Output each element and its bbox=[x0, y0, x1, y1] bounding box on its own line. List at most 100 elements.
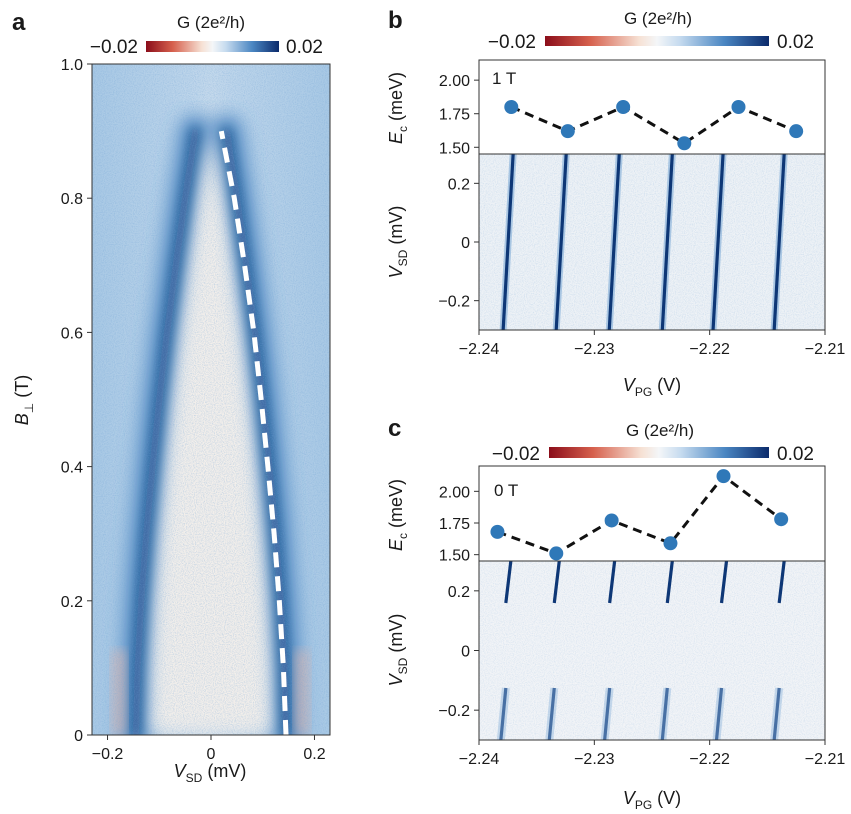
panel-c-data-point bbox=[663, 536, 678, 551]
panel-c-data-point bbox=[549, 546, 564, 561]
panel-c-data-point bbox=[490, 524, 505, 539]
panel-b-resonance-lines bbox=[499, 154, 788, 330]
panel-c-resonance-halo bbox=[600, 687, 614, 740]
panel-b-field-label: 1 T bbox=[492, 69, 516, 88]
panel-c-data-point bbox=[604, 513, 619, 528]
panel-a-colorbar-gradient bbox=[146, 41, 279, 52]
panel-c-xlabel: VPG (V) bbox=[623, 788, 681, 812]
panel-a-xlabel: VSD (mV) bbox=[174, 761, 247, 785]
panel-c-top-y-tick-label: 2.00 bbox=[439, 484, 470, 501]
panel-b-x-tick-label: −2.24 bbox=[459, 341, 500, 358]
panel-c-colorbar-label: G (2e²/h) bbox=[626, 421, 694, 440]
panel-c-resonance-halo bbox=[496, 687, 510, 740]
panel-c-resonance-halo bbox=[545, 687, 559, 740]
panel-c-noise-texture bbox=[479, 561, 825, 740]
panel-a-y-tick-label: 0.4 bbox=[61, 460, 83, 477]
panel-c-bottom-y-ticks: −0.2 0 0.2 bbox=[438, 584, 479, 720]
panel-b-noise-texture bbox=[479, 154, 825, 330]
panel-c-x-tick-label: −2.23 bbox=[574, 751, 615, 768]
panel-c-letter: c bbox=[388, 415, 401, 442]
panel-b-bottom-ylabel: VSD (mV) bbox=[386, 206, 410, 279]
panel-b-resonance-line bbox=[660, 154, 674, 330]
panel-c-top-ylabel: Ec (meV) bbox=[386, 479, 410, 551]
panel-c-field-label: 0 T bbox=[494, 481, 518, 500]
panel-a-colorbar-min: −0.02 bbox=[90, 37, 138, 58]
panel-a: a G (2e²/h) −0.02 0.02 −0.2 0 0.2 00.20.40… bbox=[12, 9, 331, 785]
panel-c-series-line bbox=[496, 474, 783, 556]
panel-b-bottom-y-tick-label: −0.2 bbox=[438, 294, 470, 311]
panel-a-y-tick-label: 0 bbox=[74, 728, 83, 745]
panel-b-colorbar-max: 0.02 bbox=[777, 32, 814, 53]
panel-b-top-y-ticks: 1.50 1.75 2.00 bbox=[439, 73, 479, 157]
panel-c-x-tick-label: −2.21 bbox=[805, 751, 846, 768]
panel-b-top-y-tick-label: 2.00 bbox=[439, 73, 470, 90]
panel-c-bottom-y-tick-label: 0.2 bbox=[448, 584, 470, 601]
panel-b-series-line bbox=[510, 105, 797, 146]
panel-c-x-ticks: −2.24 −2.23 −2.22 −2.21 bbox=[459, 740, 846, 768]
panel-b-top-y-tick-label: 1.75 bbox=[439, 107, 470, 124]
panel-b-colorbar-min: −0.02 bbox=[488, 32, 536, 53]
panel-b-x-ticks: −2.24 −2.23 −2.22 −2.21 bbox=[459, 330, 845, 358]
panel-a-x-ticks: −0.2 0 0.2 bbox=[92, 735, 326, 763]
panel-b-resonance-line bbox=[772, 154, 786, 330]
panel-a-colorbar-label: G (2e²/h) bbox=[177, 13, 245, 32]
panel-b-data-point bbox=[677, 136, 692, 151]
panel-b-letter: b bbox=[388, 7, 403, 34]
panel-c-resonance-line-lower bbox=[547, 687, 556, 740]
panel-c-resonance-line-lower bbox=[499, 687, 508, 740]
panel-c-resonance-line-upper bbox=[608, 561, 617, 604]
panel-a-y-tick-label: 0.2 bbox=[61, 594, 83, 611]
panel-b-data-point bbox=[504, 100, 519, 114]
panel-c-colorbar: G (2e²/h) −0.02 0.02 bbox=[492, 421, 814, 465]
panel-b-bottom-y-ticks: −0.2 0 0.2 bbox=[438, 176, 479, 311]
panel-a-x-tick-label: 0 bbox=[207, 746, 216, 763]
panel-c-top-y-tick-label: 1.50 bbox=[439, 548, 470, 565]
panel-b-x-tick-label: −2.22 bbox=[689, 341, 730, 358]
panel-c-bottom-ylabel: VSD (mV) bbox=[386, 614, 410, 687]
panel-c-resonance-line-upper bbox=[504, 561, 513, 604]
panel-c-data-point bbox=[716, 469, 731, 484]
panel-c-data-point bbox=[774, 512, 789, 527]
panel-b-top-frame bbox=[478, 59, 826, 155]
panel-c-top-frame bbox=[478, 465, 826, 562]
panel-b-colorbar-gradient bbox=[545, 36, 769, 46]
panel-b-bottom-y-tick-label: 0 bbox=[461, 235, 470, 252]
panel-b-resonance-line bbox=[554, 154, 568, 330]
panel-c-colorbar-min: −0.02 bbox=[492, 444, 540, 465]
panel-c-colorbar-gradient bbox=[549, 447, 769, 458]
panel-a-y-tick-label: 1.0 bbox=[61, 57, 83, 74]
panel-c-bottom-y-tick-label: −0.2 bbox=[438, 703, 470, 720]
panel-c-resonance-line-upper bbox=[552, 561, 561, 604]
panel-b-xlabel: VPG (V) bbox=[623, 375, 681, 399]
panel-b: b G (2e²/h) −0.02 0.02 1 T 1.501.752.00 … bbox=[386, 7, 845, 399]
panel-b-data-point bbox=[789, 124, 804, 139]
panel-c-heatmap bbox=[479, 561, 825, 740]
panel-a-colorbar: G (2e²/h) −0.02 0.02 bbox=[90, 13, 323, 58]
panel-c-x-tick-label: −2.22 bbox=[689, 751, 730, 768]
panel-c-resonance-lines bbox=[496, 561, 786, 740]
panel-b-top-y-tick-label: 1.50 bbox=[439, 140, 470, 157]
panel-a-guide-curve bbox=[218, 130, 289, 735]
panel-b-bottom-y-tick-label: 0.2 bbox=[448, 176, 470, 193]
panel-c-x-tick-label: −2.24 bbox=[459, 751, 500, 768]
panel-c-top-y-ticks: 1.50 1.75 2.00 bbox=[439, 484, 479, 565]
panel-a-letter: a bbox=[12, 9, 26, 36]
panel-a-x-tick-label: 0.2 bbox=[303, 746, 325, 763]
panel-b-charging-energy-series bbox=[504, 100, 804, 151]
panel-a-colorbar-max: 0.02 bbox=[286, 37, 323, 58]
panel-b-data-point bbox=[560, 124, 575, 139]
panel-c-resonance-line-upper bbox=[719, 561, 729, 604]
panel-a-heatmap bbox=[92, 64, 330, 735]
panel-c-resonance-halo bbox=[770, 687, 784, 740]
panel-c-charging-energy-series bbox=[490, 469, 789, 561]
panel-b-data-point bbox=[731, 100, 746, 114]
panel-c-resonance-line-lower bbox=[603, 687, 612, 740]
panel-a-y-ticks: 0 0.2 0.4 0.6 0.8 1.0 bbox=[61, 57, 92, 745]
panel-c: c G (2e²/h) −0.02 0.02 0 T 1.501.752.00 … bbox=[386, 415, 845, 812]
panel-c-resonance-line-lower bbox=[714, 687, 724, 740]
panel-b-top-ylabel: Ec (meV) bbox=[386, 72, 410, 144]
panel-c-resonance-line-upper bbox=[777, 561, 786, 604]
panel-c-top-y-tick-label: 1.75 bbox=[439, 516, 470, 533]
panel-c-resonance-halo bbox=[658, 687, 672, 740]
